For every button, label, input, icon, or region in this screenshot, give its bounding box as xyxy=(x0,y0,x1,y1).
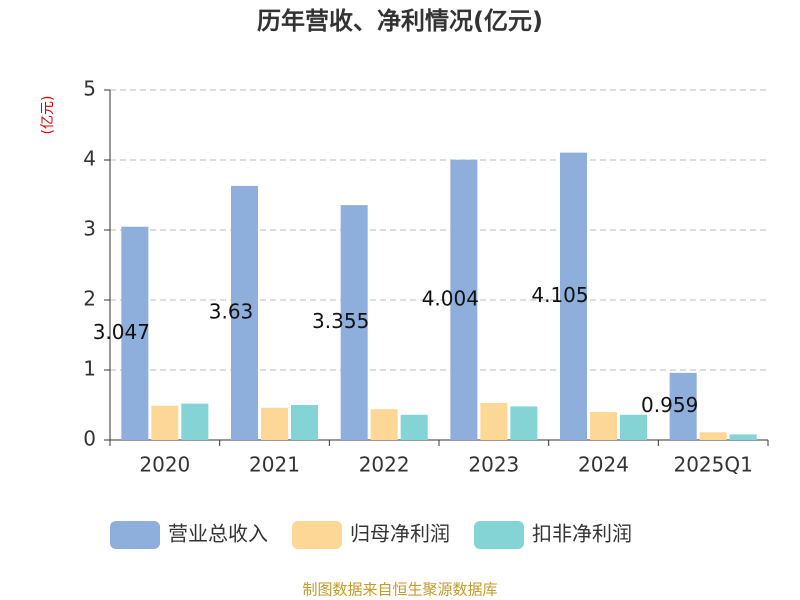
bar xyxy=(121,226,149,440)
bar xyxy=(669,372,697,440)
y-axis-label: (亿元) xyxy=(40,96,56,135)
bar xyxy=(480,402,508,440)
bar xyxy=(699,432,727,440)
data-label: 3.63 xyxy=(209,299,254,323)
x-tick-label: 2025Q1 xyxy=(673,453,752,477)
bar xyxy=(261,407,288,440)
x-tick-label: 2020 xyxy=(139,453,190,477)
y-tick-label: 3 xyxy=(83,217,96,241)
x-tick-label: 2023 xyxy=(468,453,519,477)
legend-swatch xyxy=(292,521,342,549)
y-tick-label: 5 xyxy=(83,77,96,101)
legend-label: 归母净利润 xyxy=(350,522,450,546)
bar xyxy=(450,159,478,440)
legend-label: 营业总收入 xyxy=(168,522,268,546)
legend-swatch xyxy=(110,521,160,549)
bar xyxy=(340,205,368,440)
y-tick-label: 1 xyxy=(83,357,96,381)
bar xyxy=(590,412,617,440)
bar xyxy=(510,406,538,440)
legend-label: 扣非净利润 xyxy=(532,522,632,546)
data-label: 0.959 xyxy=(641,393,698,417)
bar xyxy=(620,414,647,440)
y-tick-label: 4 xyxy=(83,147,96,171)
data-label: 3.355 xyxy=(312,309,369,333)
data-label: 4.004 xyxy=(422,286,479,310)
bar xyxy=(370,409,398,440)
bar xyxy=(729,434,757,440)
bar xyxy=(291,405,318,440)
x-tick-label: 2022 xyxy=(359,453,410,477)
bar xyxy=(151,405,179,440)
bar xyxy=(400,414,428,440)
bar xyxy=(231,185,258,440)
data-label: 3.047 xyxy=(93,320,150,344)
bar xyxy=(560,152,587,440)
legend-swatch xyxy=(474,521,524,549)
source-note: 制图数据来自恒生聚源数据库 xyxy=(302,581,497,599)
x-tick-label: 2024 xyxy=(578,453,629,477)
bar xyxy=(181,403,209,440)
y-tick-label: 0 xyxy=(83,427,96,451)
chart-title: 历年营收、净利情况(亿元) xyxy=(257,7,543,35)
y-tick-label: 2 xyxy=(83,287,96,311)
x-tick-label: 2021 xyxy=(249,453,300,477)
data-label: 4.105 xyxy=(531,283,588,307)
